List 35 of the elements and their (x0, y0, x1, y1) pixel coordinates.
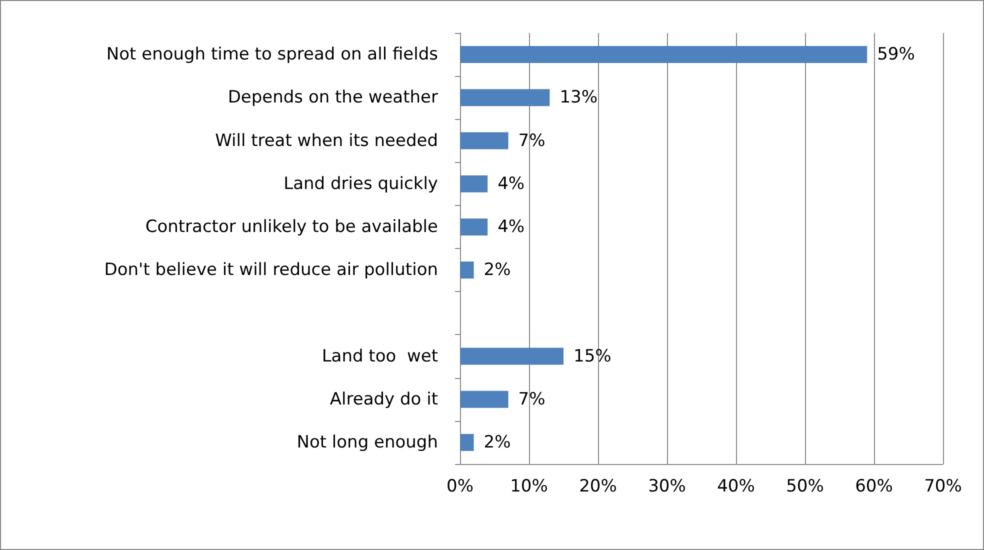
x-tick-label: 40% (717, 476, 755, 496)
data-label: 15% (574, 346, 612, 366)
bar (460, 434, 474, 451)
y-tick-label: Will treat when its needed (215, 130, 438, 151)
x-tick-label: 0% (446, 476, 474, 496)
data-label: 2% (484, 432, 511, 452)
bar (460, 89, 550, 106)
bar (460, 390, 508, 408)
data-label: 13% (560, 88, 598, 108)
data-label: 7% (518, 130, 546, 151)
y-tick-label: Already do it (330, 389, 438, 410)
y-tick-label: Land dries quickly (284, 174, 438, 194)
x-tick-label: 10% (510, 476, 548, 496)
bar (460, 46, 868, 64)
bar (460, 132, 508, 150)
y-tick-label: Not long enough (296, 432, 438, 452)
data-label: 4% (498, 216, 525, 237)
y-tick-label: Don't believe it will reduce air pollution (104, 260, 438, 280)
x-tick-label: 60% (855, 476, 893, 496)
y-tick-label: Not enough time to spread on all fields (106, 44, 438, 65)
x-tick-label: 20% (579, 476, 617, 496)
x-tick-label: 30% (648, 476, 686, 496)
x-tick-label: 50% (786, 476, 824, 496)
x-tick-label: 70% (924, 476, 962, 496)
bar (460, 348, 564, 365)
bar (460, 218, 488, 236)
bar (460, 175, 488, 192)
bar (460, 262, 474, 279)
y-tick-label: Land too wet (322, 346, 438, 366)
y-tick-label: Depends on the weather (228, 88, 438, 108)
data-label: 4% (498, 174, 525, 194)
y-tick-label: Contractor unlikely to be available (145, 216, 438, 237)
data-label: 2% (484, 260, 511, 280)
data-label: 59% (877, 44, 915, 65)
data-label: 7% (518, 389, 546, 410)
